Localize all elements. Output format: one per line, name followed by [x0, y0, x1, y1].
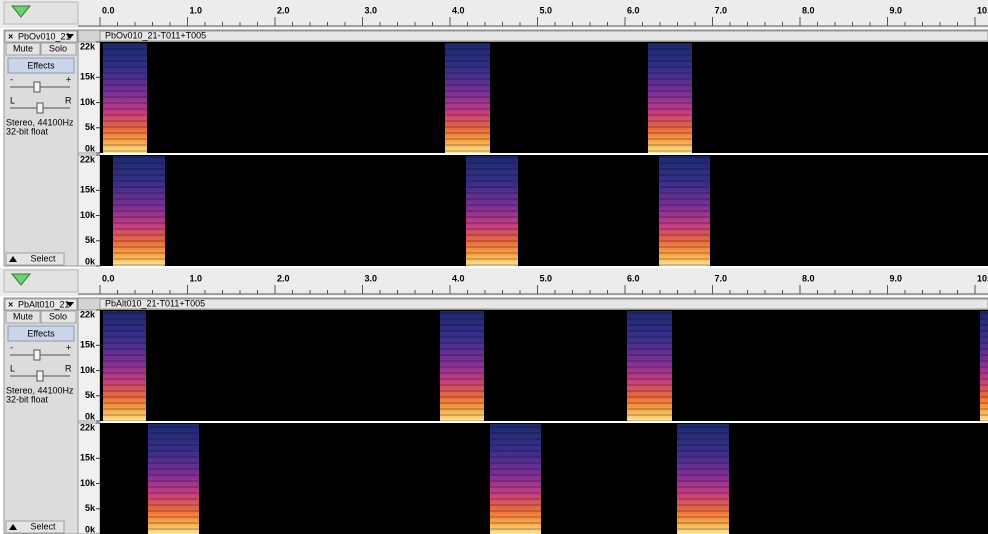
- scale-label: 5k: [85, 503, 96, 513]
- gain-minus: -: [10, 342, 13, 352]
- track-info: 32-bit float: [6, 126, 49, 136]
- scale-label: 10k: [80, 97, 96, 107]
- spectrogram-texture: [659, 156, 710, 266]
- ruler-label: 3.0: [365, 273, 378, 283]
- pan-thumb[interactable]: [37, 103, 43, 113]
- spectrogram-texture: [980, 311, 988, 421]
- ruler-label: 0.0: [102, 5, 115, 15]
- mute-label: Mute: [13, 43, 33, 53]
- scale-label: 10k: [80, 365, 96, 375]
- ruler-label: 10.0: [977, 5, 988, 15]
- scale-label: 15k: [80, 340, 96, 350]
- spectrogram-texture: [445, 43, 490, 153]
- spectrogram-background: [100, 42, 988, 153]
- gain-plus: +: [66, 342, 71, 352]
- scale-label: 15k: [80, 453, 96, 463]
- scale-label: 10k: [80, 478, 96, 488]
- ruler: [0, 0, 988, 28]
- clip-title: PbOv010_21-T011+T005: [105, 30, 206, 40]
- close-icon: ×: [8, 299, 13, 309]
- spectrogram-texture: [627, 311, 672, 421]
- solo-label: Solo: [49, 311, 67, 321]
- track-name[interactable]: PbAlt010_21: [18, 299, 70, 309]
- clip-title-tab: [100, 31, 988, 41]
- scale-label: 0k: [85, 411, 96, 421]
- pan-right: R: [65, 363, 72, 373]
- track-info: 32-bit float: [6, 394, 49, 404]
- spectrogram-texture: [103, 311, 146, 421]
- spectrogram-texture: [648, 43, 692, 153]
- audacity-window: 0.0 1.0 2.0 3.0 4.0 5.0 6.0 7.0 8.0 9.0 10.0 × PbOv0…: [0, 0, 988, 534]
- scale-label: 10k: [80, 210, 96, 220]
- pan-right: R: [65, 95, 72, 105]
- spectrogram-background: [100, 310, 988, 421]
- ruler-label: 2.0: [277, 273, 290, 283]
- scale-label: 22k: [80, 422, 96, 432]
- spectrogram-background: [100, 155, 988, 266]
- solo-label: Solo: [49, 43, 67, 53]
- gain-thumb[interactable]: [34, 350, 40, 360]
- scale-label: 15k: [80, 72, 96, 82]
- ruler-label: 5.0: [540, 273, 553, 283]
- ruler-label: 1.0: [190, 5, 203, 15]
- ruler-left: [4, 2, 78, 24]
- spectrogram-texture: [677, 424, 729, 534]
- ruler-label: 6.0: [627, 5, 640, 15]
- scale-label: 0k: [85, 524, 96, 534]
- ruler-label: 2.0: [277, 5, 290, 15]
- scale-label: 22k: [80, 41, 96, 51]
- spectrogram-texture: [103, 43, 147, 153]
- ruler-label: 4.0: [452, 273, 465, 283]
- ruler-label: 8.0: [802, 273, 815, 283]
- ruler-label: 7.0: [715, 273, 728, 283]
- spectrogram-texture: [148, 424, 199, 534]
- track-name[interactable]: PbOv010_21: [18, 31, 71, 41]
- clip-title: PbAlt010_21-T011+T005: [105, 298, 205, 308]
- close-icon: ×: [8, 31, 13, 41]
- ruler-label: 9.0: [890, 5, 903, 15]
- pan-thumb[interactable]: [37, 371, 43, 381]
- ruler: [0, 268, 988, 296]
- ruler-label: 5.0: [540, 5, 553, 15]
- mute-label: Mute: [13, 311, 33, 321]
- gain-thumb[interactable]: [34, 82, 40, 92]
- spectrogram-texture: [466, 156, 518, 266]
- select-label: Select: [30, 253, 56, 263]
- ruler-label: 7.0: [715, 5, 728, 15]
- scale-label: 5k: [85, 122, 96, 132]
- scale-label: 0k: [85, 143, 96, 153]
- ruler-left: [4, 270, 78, 292]
- pan-left: L: [10, 95, 15, 105]
- spectrogram-texture: [113, 156, 165, 266]
- scale-label: 22k: [80, 309, 96, 319]
- spectrogram-texture: [440, 311, 484, 421]
- clip-title-tab: [100, 299, 988, 309]
- gain-plus: +: [66, 74, 71, 84]
- scale-label: 5k: [85, 235, 96, 245]
- effects-label: Effects: [27, 60, 55, 70]
- spectrogram-texture: [490, 424, 541, 534]
- ruler-label: 9.0: [890, 273, 903, 283]
- ruler-label: 10.0: [977, 273, 988, 283]
- spectrogram-background: [100, 423, 988, 534]
- scale-label: 0k: [85, 256, 96, 266]
- ruler-label: 8.0: [802, 5, 815, 15]
- scale-label: 15k: [80, 185, 96, 195]
- scale-label: 22k: [80, 154, 96, 164]
- ruler-label: 3.0: [365, 5, 378, 15]
- select-label: Select: [30, 521, 56, 531]
- pan-left: L: [10, 363, 15, 373]
- ruler-label: 0.0: [102, 273, 115, 283]
- scale-label: 5k: [85, 390, 96, 400]
- effects-label: Effects: [27, 328, 55, 338]
- ruler-label: 1.0: [190, 273, 203, 283]
- ruler-label: 4.0: [452, 5, 465, 15]
- gain-minus: -: [10, 74, 13, 84]
- ruler-label: 6.0: [627, 273, 640, 283]
